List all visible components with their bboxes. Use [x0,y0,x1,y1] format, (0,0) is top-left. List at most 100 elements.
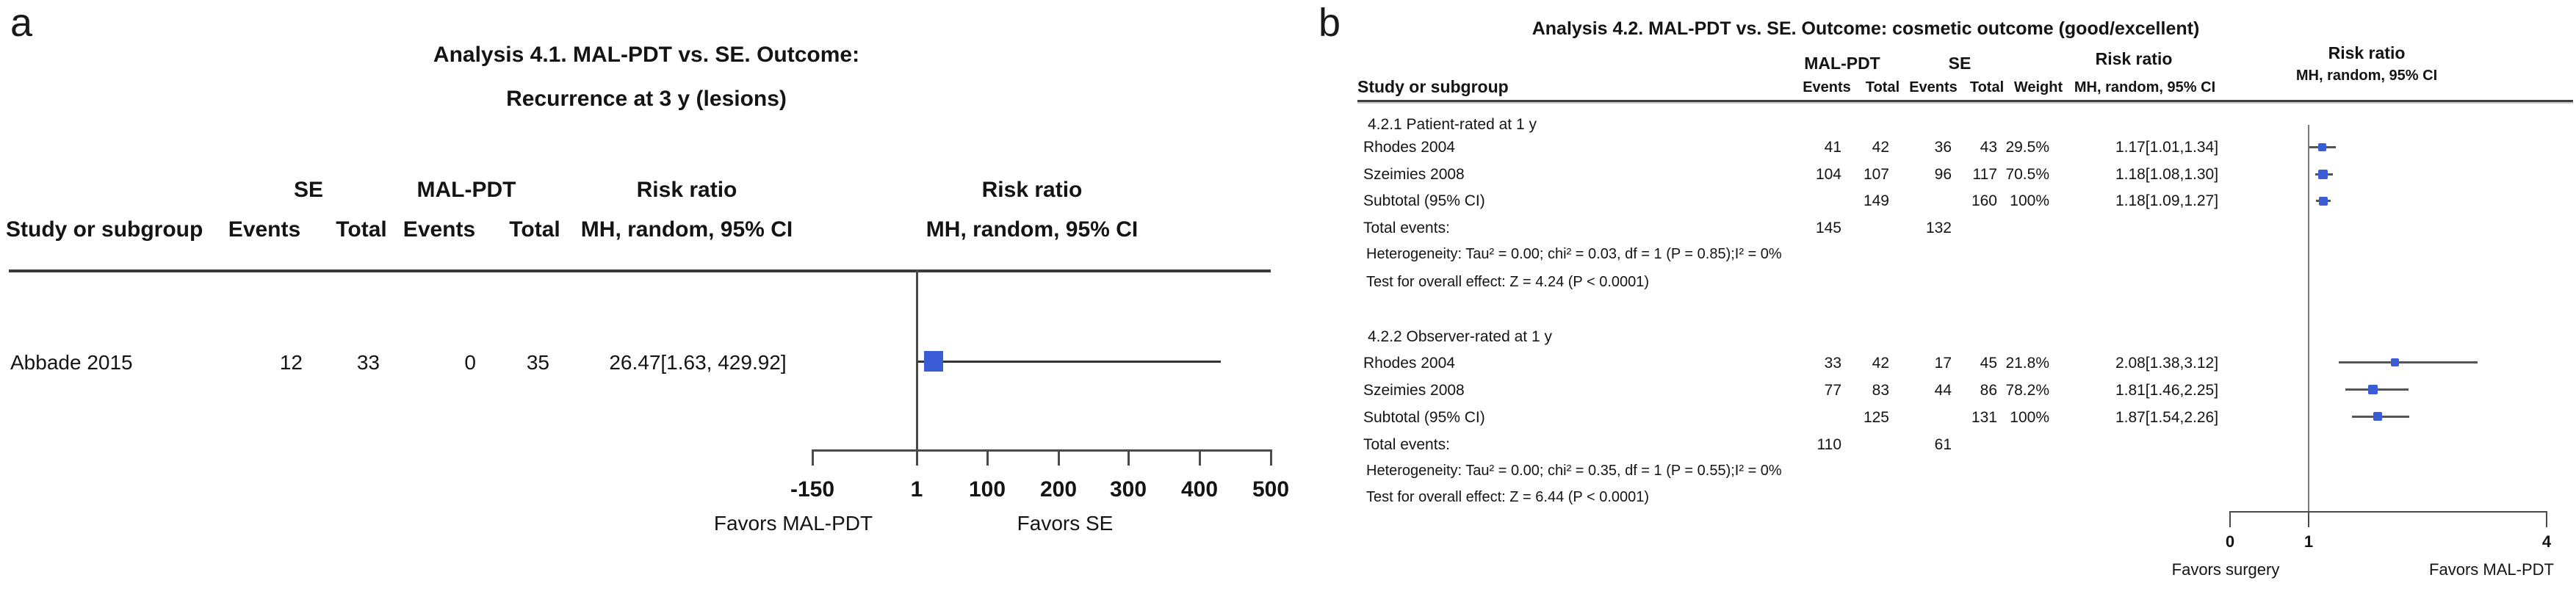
panel-b-s1-total-events-malpdt: 145 [1815,220,1841,236]
panel-b-s2-overall-effect: Test for overall effect: Z = 6.44 (P < 0… [1366,489,1650,505]
panel-b-s1r1-e1: 41 [1824,139,1841,156]
panel-a-study-header: Study or subgroup [6,217,203,242]
panel-b-s2-subtotal-rr-text: 1.87[1.54,2.26] [2115,409,2219,426]
panel-b-s1r1-t2: 43 [1980,139,1997,156]
panel-b-tick-0 [2229,511,2231,527]
panel-b-s2-total-events-label: Total events: [1363,436,1450,453]
panel-b-ticklabel-4: 4 [2541,532,2552,551]
panel-a-tick-4 [1058,449,1060,466]
panel-b-s2r2-rr-text: 1.81[1.46,2.25] [2115,382,2219,399]
panel-a-mh-header: MH, random, 95% CI [580,217,793,242]
panel-b-s2r1-e2: 17 [1934,355,1952,372]
panel-b-s2r1-marker [2391,358,2399,366]
panel-b-s1r1-rr-text: 1.17[1.01,1.34] [2115,139,2219,156]
panel-a-tick-1 [812,449,814,466]
panel-a-se-total-header: Total [336,217,387,242]
panel-a-abbade-ci-line [917,361,1221,363]
panel-b-s2r1-rr-text: 2.08[1.38,3.12] [2115,355,2219,372]
panel-b-favors-right-label: Favors MAL-PDT [2429,560,2554,579]
panel-a-riskratio-header: Risk ratio [636,178,737,202]
panel-b-s2r1-t2: 45 [1980,355,1997,372]
panel-a-group-se-header: SE [293,178,324,202]
panel-a-ticklabel-400: 400 [1180,477,1219,502]
panel-b-title: Analysis 4.2. MAL-PDT vs. SE. Outcome: c… [1531,18,2200,39]
panel-b-s1r2-e1: 104 [1815,166,1841,183]
panel-b-s1r1-e2: 36 [1934,139,1952,156]
panel-b-s1r2-t1: 107 [1863,166,1889,183]
panel-b-s1-total-events-se: 132 [1925,220,1952,236]
panel-b-s1-overall-effect: Test for overall effect: Z = 4.24 (P < 0… [1366,274,1650,290]
panel-b-s1r2-marker [2318,170,2328,179]
panel-a-tick-5 [1128,449,1130,466]
panel-b-se-events-header: Events [1909,79,1958,95]
panel-b-s1-subtotal-rr-text: 1.18[1.09,1.27] [2115,192,2219,209]
panel-b-s1-heterogeneity: Heterogeneity: Tau² = 0.00; chi² = 0.03,… [1366,246,1782,262]
panel-b-s1r2-study: Szeimies 2008 [1363,166,1465,183]
panel-a-tick-2 [916,449,918,466]
panel-a-malpdt-total-header: Total [509,217,560,242]
panel-b-malpdt-total-header: Total [1865,79,1900,95]
panel-b-riskratio-header: Risk ratio [2095,49,2173,68]
panel-a-title-line1: Analysis 4.1. MAL-PDT vs. SE. Outcome: [433,43,860,67]
panel-a-tick-7 [1270,449,1272,466]
panel-b-header-rule [1357,100,2573,102]
panel-b-s2-subtotal-marker [2373,412,2382,421]
panel-b-s2r1-study: Rhodes 2004 [1363,355,1455,372]
panel-a-ticklabel-neg150: -150 [790,477,835,502]
panel-a-null-line [916,269,918,452]
panel-a-tick-3 [986,449,989,466]
panel-b-group-se-header: SE [1948,54,1971,73]
panel-b-s2r1-weight: 21.8% [2005,355,2049,372]
panel-b-s1-total-events-label: Total events: [1363,220,1450,236]
panel-a-ticklabel-1: 1 [910,477,923,502]
panel-b-label: b [1318,1,1341,45]
panel-a-abbade-malpdt-total: 35 [526,351,549,374]
panel-b-s1r2-e2: 96 [1934,166,1952,183]
panel-b-axis-line [2229,511,2547,513]
panel-b-s2r1-t1: 42 [1872,355,1889,372]
panel-b-s2r1-e1: 33 [1824,355,1841,372]
panel-b-s2r2-marker [2368,385,2378,394]
panel-b-s1r1-t1: 42 [1872,139,1889,156]
panel-b-s2r2-t2: 86 [1980,382,1997,399]
panel-b-group-malpdt-header: MAL-PDT [1804,54,1880,73]
panel-b-s2-total-events-malpdt: 110 [1816,436,1841,453]
panel-b-s2-subtotal-t1: 125 [1863,409,1889,426]
panel-a-abbade-marker [924,351,943,372]
panel-b-s2-total-events-se: 61 [1934,436,1952,453]
panel-b-s2r2-t1: 83 [1872,382,1889,399]
panel-b-tick-1 [2308,511,2309,527]
panel-b-s2r1-ci-line [2339,361,2478,363]
panel-a-plot-mh-header: MH, random, 95% CI [926,217,1139,242]
panel-b-s2-subtotal-label: Subtotal (95% CI) [1363,409,1485,426]
panel-a-plot-riskratio-header: Risk ratio [981,178,1083,202]
panel-b-s1-subtotal-label: Subtotal (95% CI) [1363,192,1485,209]
panel-b-subgroup2-name: 4.2.2 Observer-rated at 1 y [1368,328,1552,345]
panel-b-s2-subtotal-weight: 100% [2010,409,2049,426]
panel-b-weight-header: Weight [2013,79,2063,95]
panel-b-s2r2-e1: 77 [1824,382,1841,399]
panel-b-null-line [2308,125,2309,513]
panel-b-s1r2-weight: 70.5% [2005,166,2049,183]
panel-a-favors-right-label: Favors SE [1017,512,1114,535]
panel-b-s1-subtotal-t2: 160 [1971,192,1997,209]
panel-a-ticklabel-100: 100 [968,477,1006,502]
panel-a-abbade-malpdt-events: 0 [464,351,476,374]
panel-b-s2r2-e2: 44 [1934,382,1952,399]
panel-b-subgroup1-name: 4.2.1 Patient-rated at 1 y [1368,116,1537,133]
panel-b-malpdt-events-header: Events [1803,79,1851,95]
panel-b-mh-header: MH, random, 95% CI [2074,79,2216,95]
panel-a-tick-6 [1199,449,1201,466]
panel-b-s1-subtotal-weight: 100% [2010,192,2049,209]
panel-a-ticklabel-300: 300 [1109,477,1147,502]
panel-b-s2r2-weight: 78.2% [2005,382,2049,399]
panel-b-plot-mh-header: MH, random, 95% CI [2295,68,2438,84]
panel-a-ticklabel-500: 500 [1252,477,1290,502]
panel-b-header-rule-shadow [1357,102,2573,104]
panel-a-label: a [10,1,33,45]
panel-b-s2-heterogeneity: Heterogeneity: Tau² = 0.00; chi² = 0.35,… [1366,463,1782,479]
panel-a-group-malpdt-header: MAL-PDT [416,178,516,202]
panel-b-s2-subtotal-t2: 131 [1971,409,1997,426]
panel-a-malpdt-events-header: Events [403,217,476,242]
panel-a-study-abbade: Abbade 2015 [10,351,133,374]
